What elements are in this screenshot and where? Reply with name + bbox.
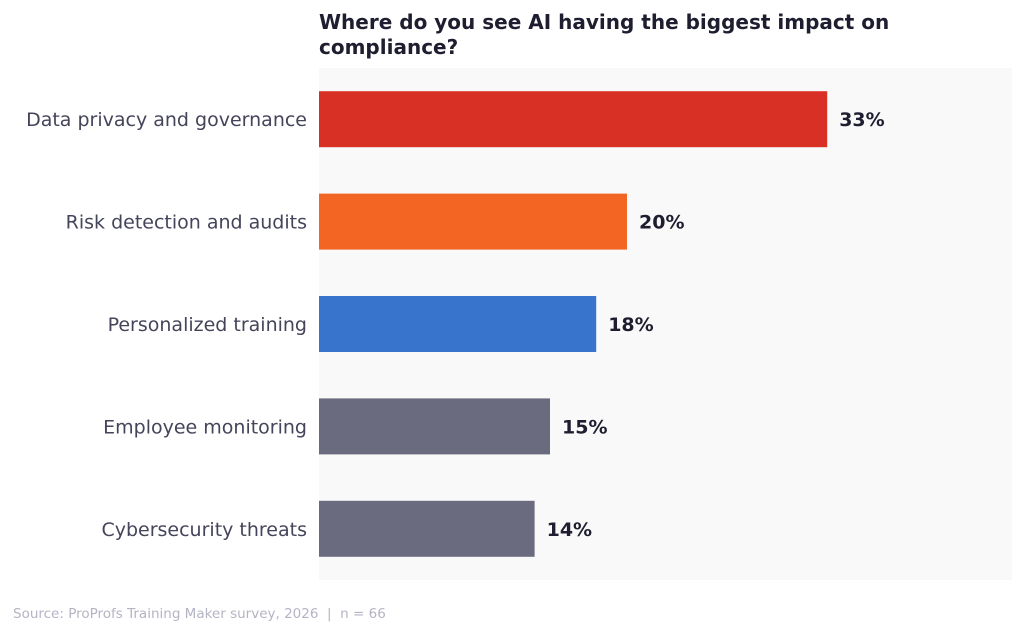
- chart-title: Where do you see AI having the biggest i…: [319, 10, 890, 59]
- category-label: Personalized training: [108, 314, 307, 336]
- data-label: 18%: [608, 314, 653, 336]
- category-label: Data privacy and governance: [26, 109, 307, 131]
- bar: [319, 91, 828, 148]
- data-label: 15%: [562, 416, 607, 438]
- bar: [319, 500, 535, 557]
- source-note: Source: ProProfs Training Maker survey, …: [13, 606, 386, 622]
- data-label: 20%: [639, 212, 684, 234]
- category-label: Employee monitoring: [103, 416, 307, 438]
- category-label: Cybersecurity threats: [101, 519, 307, 541]
- bar: [319, 398, 550, 455]
- data-label: 33%: [839, 109, 884, 131]
- category-label: Risk detection and audits: [66, 212, 307, 234]
- data-label: 14%: [547, 519, 592, 541]
- bar: [319, 193, 627, 250]
- bar: [319, 296, 597, 352]
